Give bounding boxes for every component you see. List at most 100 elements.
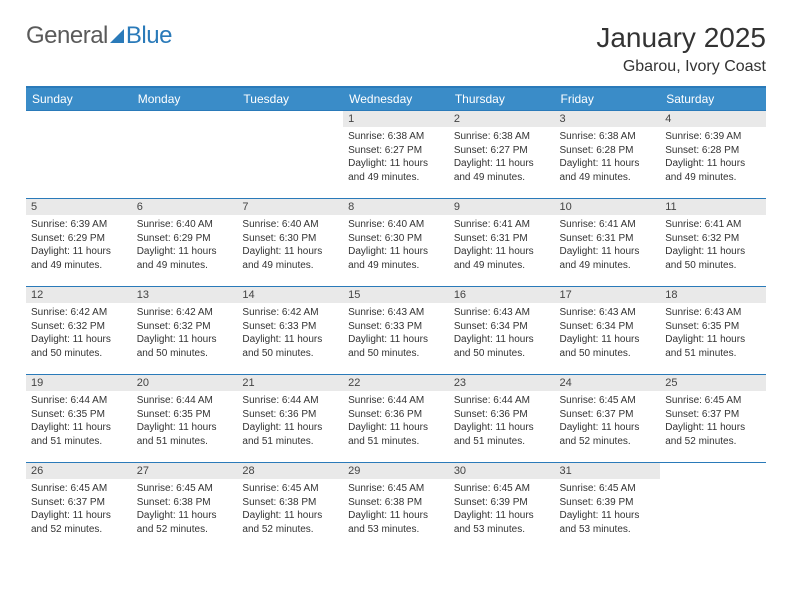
calendar-day-cell: 26Sunrise: 6:45 AMSunset: 6:37 PMDayligh… — [26, 463, 132, 551]
day-details: Sunrise: 6:43 AMSunset: 6:33 PMDaylight:… — [343, 303, 449, 364]
calendar-day-cell: 21Sunrise: 6:44 AMSunset: 6:36 PMDayligh… — [237, 375, 343, 463]
day-number: 1 — [343, 111, 449, 127]
day-number: 29 — [343, 463, 449, 479]
calendar-day-cell: 20Sunrise: 6:44 AMSunset: 6:35 PMDayligh… — [132, 375, 238, 463]
day-details: Sunrise: 6:40 AMSunset: 6:29 PMDaylight:… — [132, 215, 238, 276]
calendar-day-cell: 24Sunrise: 6:45 AMSunset: 6:37 PMDayligh… — [555, 375, 661, 463]
calendar-day-cell: 30Sunrise: 6:45 AMSunset: 6:39 PMDayligh… — [449, 463, 555, 551]
day-number: 2 — [449, 111, 555, 127]
day-details: Sunrise: 6:40 AMSunset: 6:30 PMDaylight:… — [343, 215, 449, 276]
day-number: 15 — [343, 287, 449, 303]
calendar-day-cell: 18Sunrise: 6:43 AMSunset: 6:35 PMDayligh… — [660, 287, 766, 375]
calendar-day-cell: 8Sunrise: 6:40 AMSunset: 6:30 PMDaylight… — [343, 199, 449, 287]
weekday-header: Sunday — [26, 87, 132, 111]
calendar-day-cell: 17Sunrise: 6:43 AMSunset: 6:34 PMDayligh… — [555, 287, 661, 375]
calendar-day-cell — [26, 111, 132, 199]
calendar-day-cell: 27Sunrise: 6:45 AMSunset: 6:38 PMDayligh… — [132, 463, 238, 551]
day-details: Sunrise: 6:44 AMSunset: 6:36 PMDaylight:… — [237, 391, 343, 452]
calendar-week-row: 26Sunrise: 6:45 AMSunset: 6:37 PMDayligh… — [26, 463, 766, 551]
day-details: Sunrise: 6:41 AMSunset: 6:31 PMDaylight:… — [449, 215, 555, 276]
calendar-day-cell: 19Sunrise: 6:44 AMSunset: 6:35 PMDayligh… — [26, 375, 132, 463]
day-number: 26 — [26, 463, 132, 479]
weekday-header: Thursday — [449, 87, 555, 111]
day-number: 8 — [343, 199, 449, 215]
day-details: Sunrise: 6:44 AMSunset: 6:35 PMDaylight:… — [26, 391, 132, 452]
day-number: 14 — [237, 287, 343, 303]
day-details: Sunrise: 6:43 AMSunset: 6:34 PMDaylight:… — [555, 303, 661, 364]
day-number — [132, 111, 238, 127]
calendar-day-cell: 3Sunrise: 6:38 AMSunset: 6:28 PMDaylight… — [555, 111, 661, 199]
logo-text-a: General — [26, 22, 108, 50]
calendar-day-cell: 22Sunrise: 6:44 AMSunset: 6:36 PMDayligh… — [343, 375, 449, 463]
logo-text-b: Blue — [126, 22, 172, 50]
day-details: Sunrise: 6:44 AMSunset: 6:36 PMDaylight:… — [449, 391, 555, 452]
day-details: Sunrise: 6:40 AMSunset: 6:30 PMDaylight:… — [237, 215, 343, 276]
calendar-week-row: 12Sunrise: 6:42 AMSunset: 6:32 PMDayligh… — [26, 287, 766, 375]
day-number: 3 — [555, 111, 661, 127]
calendar-day-cell: 31Sunrise: 6:45 AMSunset: 6:39 PMDayligh… — [555, 463, 661, 551]
day-details: Sunrise: 6:42 AMSunset: 6:33 PMDaylight:… — [237, 303, 343, 364]
day-details: Sunrise: 6:39 AMSunset: 6:29 PMDaylight:… — [26, 215, 132, 276]
day-number: 31 — [555, 463, 661, 479]
day-number: 24 — [555, 375, 661, 391]
day-details: Sunrise: 6:45 AMSunset: 6:39 PMDaylight:… — [555, 479, 661, 540]
day-details: Sunrise: 6:45 AMSunset: 6:37 PMDaylight:… — [660, 391, 766, 452]
calendar-day-cell: 7Sunrise: 6:40 AMSunset: 6:30 PMDaylight… — [237, 199, 343, 287]
day-details: Sunrise: 6:41 AMSunset: 6:32 PMDaylight:… — [660, 215, 766, 276]
day-number: 19 — [26, 375, 132, 391]
day-number — [26, 111, 132, 127]
day-number: 6 — [132, 199, 238, 215]
day-number: 21 — [237, 375, 343, 391]
day-number: 10 — [555, 199, 661, 215]
day-number: 5 — [26, 199, 132, 215]
calendar-day-cell: 4Sunrise: 6:39 AMSunset: 6:28 PMDaylight… — [660, 111, 766, 199]
calendar-header: SundayMondayTuesdayWednesdayThursdayFrid… — [26, 87, 766, 111]
day-number: 7 — [237, 199, 343, 215]
day-number: 20 — [132, 375, 238, 391]
page-title: January 2025 — [596, 22, 766, 54]
day-number: 18 — [660, 287, 766, 303]
day-number: 23 — [449, 375, 555, 391]
day-number — [237, 111, 343, 127]
calendar-table: SundayMondayTuesdayWednesdayThursdayFrid… — [26, 86, 766, 551]
day-details: Sunrise: 6:38 AMSunset: 6:28 PMDaylight:… — [555, 127, 661, 188]
calendar-week-row: 19Sunrise: 6:44 AMSunset: 6:35 PMDayligh… — [26, 375, 766, 463]
calendar-day-cell: 9Sunrise: 6:41 AMSunset: 6:31 PMDaylight… — [449, 199, 555, 287]
day-details: Sunrise: 6:41 AMSunset: 6:31 PMDaylight:… — [555, 215, 661, 276]
day-details: Sunrise: 6:44 AMSunset: 6:36 PMDaylight:… — [343, 391, 449, 452]
day-details: Sunrise: 6:45 AMSunset: 6:39 PMDaylight:… — [449, 479, 555, 540]
weekday-row: SundayMondayTuesdayWednesdayThursdayFrid… — [26, 87, 766, 111]
day-details: Sunrise: 6:45 AMSunset: 6:38 PMDaylight:… — [132, 479, 238, 540]
weekday-header: Friday — [555, 87, 661, 111]
day-details: Sunrise: 6:38 AMSunset: 6:27 PMDaylight:… — [343, 127, 449, 188]
logo-triangle-icon — [110, 29, 124, 43]
day-details: Sunrise: 6:45 AMSunset: 6:37 PMDaylight:… — [26, 479, 132, 540]
day-number: 30 — [449, 463, 555, 479]
day-number: 4 — [660, 111, 766, 127]
title-block: January 2025 Gbarou, Ivory Coast — [596, 22, 766, 76]
weekday-header: Saturday — [660, 87, 766, 111]
day-details: Sunrise: 6:39 AMSunset: 6:28 PMDaylight:… — [660, 127, 766, 188]
day-number: 17 — [555, 287, 661, 303]
calendar-day-cell: 14Sunrise: 6:42 AMSunset: 6:33 PMDayligh… — [237, 287, 343, 375]
calendar-day-cell: 13Sunrise: 6:42 AMSunset: 6:32 PMDayligh… — [132, 287, 238, 375]
day-details: Sunrise: 6:38 AMSunset: 6:27 PMDaylight:… — [449, 127, 555, 188]
calendar-day-cell: 16Sunrise: 6:43 AMSunset: 6:34 PMDayligh… — [449, 287, 555, 375]
day-details: Sunrise: 6:44 AMSunset: 6:35 PMDaylight:… — [132, 391, 238, 452]
calendar-day-cell — [132, 111, 238, 199]
calendar-day-cell — [660, 463, 766, 551]
calendar-day-cell: 29Sunrise: 6:45 AMSunset: 6:38 PMDayligh… — [343, 463, 449, 551]
day-details: Sunrise: 6:43 AMSunset: 6:35 PMDaylight:… — [660, 303, 766, 364]
day-number: 11 — [660, 199, 766, 215]
calendar-day-cell: 2Sunrise: 6:38 AMSunset: 6:27 PMDaylight… — [449, 111, 555, 199]
calendar-day-cell: 25Sunrise: 6:45 AMSunset: 6:37 PMDayligh… — [660, 375, 766, 463]
calendar-day-cell: 5Sunrise: 6:39 AMSunset: 6:29 PMDaylight… — [26, 199, 132, 287]
calendar-day-cell: 1Sunrise: 6:38 AMSunset: 6:27 PMDaylight… — [343, 111, 449, 199]
day-number — [660, 463, 766, 479]
day-details: Sunrise: 6:42 AMSunset: 6:32 PMDaylight:… — [26, 303, 132, 364]
weekday-header: Tuesday — [237, 87, 343, 111]
calendar-day-cell: 23Sunrise: 6:44 AMSunset: 6:36 PMDayligh… — [449, 375, 555, 463]
day-number: 22 — [343, 375, 449, 391]
day-details: Sunrise: 6:43 AMSunset: 6:34 PMDaylight:… — [449, 303, 555, 364]
day-details: Sunrise: 6:45 AMSunset: 6:37 PMDaylight:… — [555, 391, 661, 452]
